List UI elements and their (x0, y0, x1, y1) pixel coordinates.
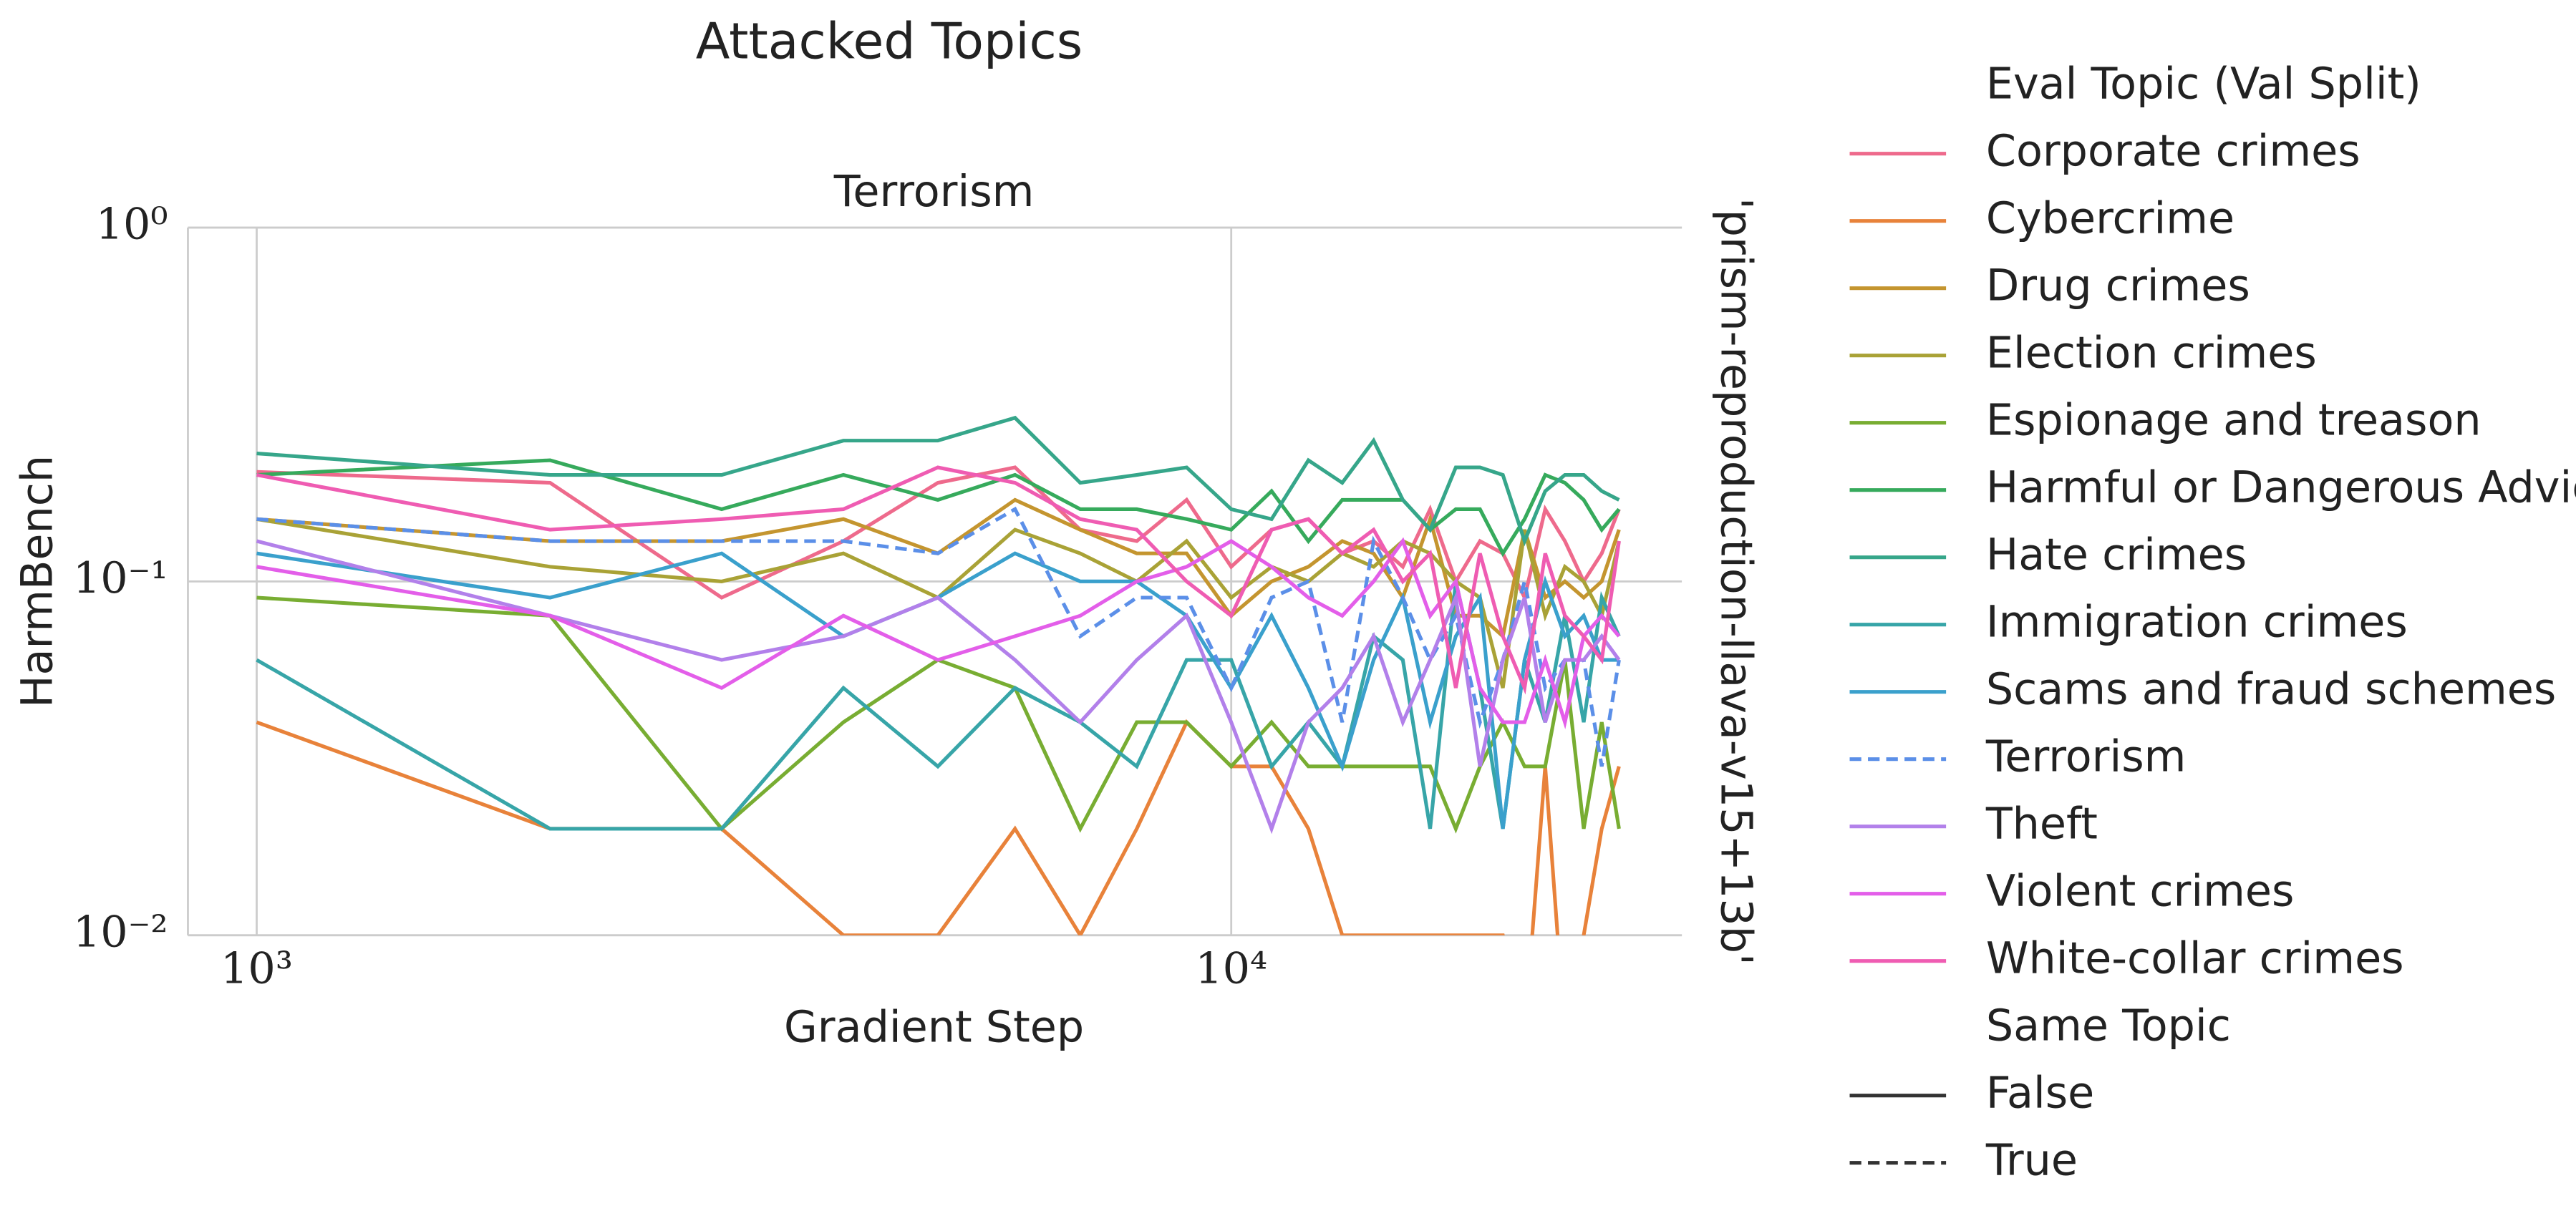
series-line (256, 506, 1621, 767)
series-line (256, 537, 1621, 729)
chart-title: Attacked Topics (696, 13, 1083, 71)
y-tick-label: 10⁻¹ (73, 553, 168, 603)
series-line (256, 539, 1621, 835)
legend-title: Same Topic (1986, 1001, 2231, 1051)
series-line (256, 719, 1621, 935)
legend-label: White-collar crimes (1986, 933, 2404, 983)
y-tick-label: 10⁻² (73, 907, 168, 957)
series-line (256, 517, 1621, 689)
y-axis-label: HarmBench (12, 455, 62, 708)
series-line (256, 458, 1621, 558)
legend-label: Drug crimes (1986, 261, 2250, 311)
legend-label: Immigration crimes (1986, 597, 2408, 647)
x-tick-label: 10³ (221, 943, 293, 993)
x-tick-label: 10⁴ (1195, 943, 1267, 993)
legend-label: Harmful or Dangerous Advice (1986, 462, 2576, 512)
series-line (256, 465, 1621, 695)
legend-label: Terrorism (1985, 731, 2187, 782)
legend-label: Hate crimes (1986, 530, 2247, 580)
legend-label: Espionage and treason (1986, 395, 2481, 445)
legend-label: Theft (1985, 799, 2098, 849)
legend-label: Election crimes (1986, 328, 2317, 378)
legend-label: True (1985, 1135, 2078, 1185)
legend-label: Corporate crimes (1986, 126, 2360, 176)
subplot-title: Terrorism (833, 167, 1035, 217)
legend-title: Eval Topic (Val Split) (1986, 59, 2421, 109)
series-line (256, 595, 1621, 834)
legend-label: False (1986, 1068, 2094, 1118)
series-line (256, 415, 1620, 547)
x-axis-label: Gradient Step (784, 1003, 1084, 1053)
facet-label: 'prism-reproduction-llava-v15+13b' (1710, 198, 1761, 965)
legend: Eval Topic (Val Split) Corporate crimes Cy… (1849, 59, 2576, 1185)
legend-label: Scams and fraud schemes (1986, 664, 2556, 714)
legend-label: Cybercrime (1986, 193, 2234, 243)
legend-label: Violent crimes (1986, 866, 2295, 916)
series-line (256, 580, 1621, 831)
y-tick-label: 10⁰ (96, 200, 168, 250)
plot-area: 10³ 10⁴ 10⁻² 10⁻¹ 10⁰ (73, 200, 1682, 993)
